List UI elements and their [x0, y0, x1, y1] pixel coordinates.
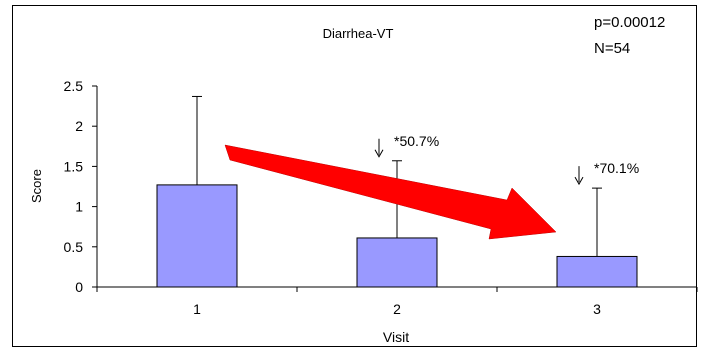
p-value-label: p=0.00012 — [594, 14, 665, 31]
y-tick-label: 2.5 — [64, 78, 84, 94]
y-tick-label: 2 — [75, 118, 83, 134]
x-tick-label: 1 — [193, 301, 201, 317]
x-tick-label: 3 — [593, 301, 601, 317]
bar-visit-1 — [156, 184, 238, 288]
y-tick-label: 0 — [75, 279, 83, 295]
trend-arrow-icon — [224, 144, 557, 240]
chart-title: Diarrhea-VT — [323, 26, 394, 41]
sample-size-label: N=54 — [594, 40, 630, 57]
annotation-arrow-head-icon — [574, 176, 584, 186]
y-axis-label: Score — [29, 169, 44, 203]
plot-area: 0 0.5 1 1.5 2 2.5 1 2 3 *50.7% *70.1% — [64, 78, 698, 317]
x-axis-label: Visit — [383, 329, 409, 345]
annotation-label: *50.7% — [394, 133, 439, 149]
y-tick-label: 1 — [75, 199, 83, 215]
y-tick-label: 0.5 — [64, 239, 84, 255]
x-tick-label: 2 — [393, 301, 401, 317]
y-tick-label: 1.5 — [64, 158, 84, 174]
bar-visit-3 — [556, 255, 638, 288]
bar-visit-2 — [356, 237, 438, 288]
annotation-label: *70.1% — [594, 160, 639, 176]
annotation-arrow-head-icon — [374, 149, 384, 158]
